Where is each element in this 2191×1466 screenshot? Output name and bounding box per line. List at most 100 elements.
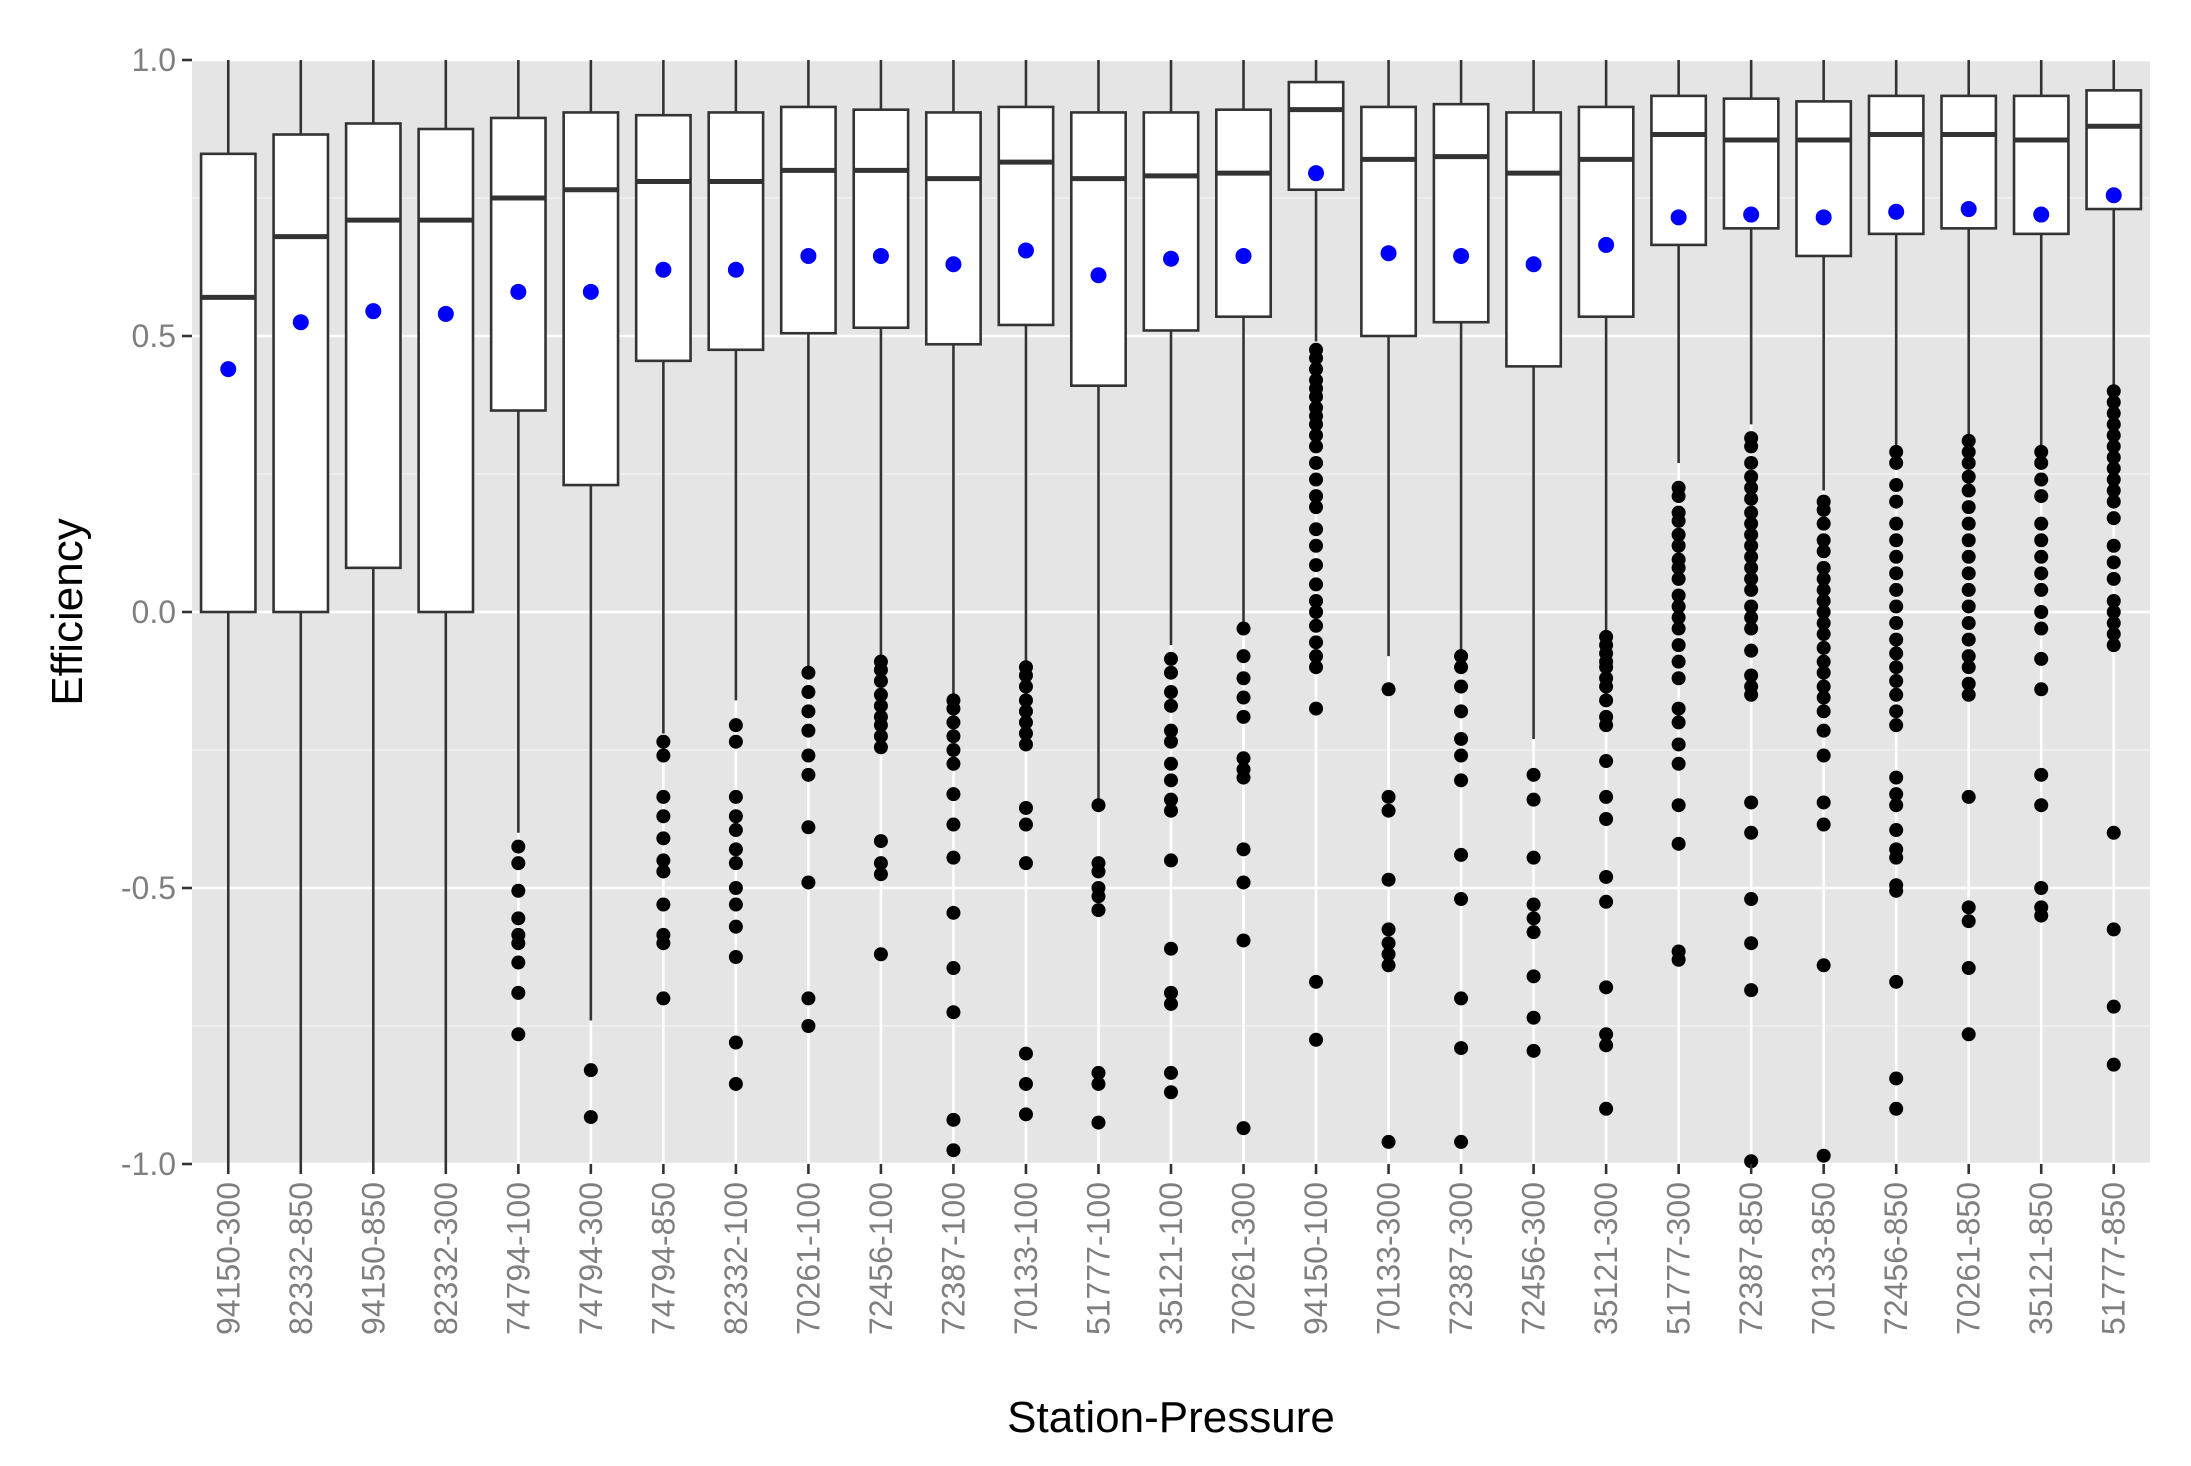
outlier-point	[1889, 704, 1904, 719]
outlier-point	[2106, 494, 2121, 509]
outlier-point	[1671, 715, 1686, 730]
outlier-point	[1816, 502, 1831, 517]
outlier-point	[946, 715, 961, 730]
outlier-point	[1599, 980, 1614, 995]
outlier-point	[511, 839, 526, 854]
outlier-point	[1744, 936, 1759, 951]
outlier-point	[1744, 571, 1759, 586]
mean-point	[1163, 250, 1179, 267]
outlier-point	[728, 897, 743, 912]
outlier-point	[1744, 621, 1759, 636]
outlier-point	[656, 831, 671, 846]
outlier-point	[2034, 582, 2049, 597]
outlier-point	[1599, 718, 1614, 733]
mean-point	[2105, 187, 2122, 204]
outlier-point	[946, 787, 961, 802]
outlier-point	[1381, 789, 1396, 804]
outlier-point	[1889, 632, 1904, 647]
outlier-point	[1671, 560, 1686, 575]
outlier-point	[801, 991, 816, 1006]
outlier-point	[1961, 1027, 1976, 1042]
outlier-point	[1744, 825, 1759, 840]
outlier-point	[511, 1027, 526, 1042]
outlier-point	[1381, 803, 1396, 818]
outlier-point	[1526, 897, 1541, 912]
outlier-point	[1889, 660, 1904, 675]
x-tick-label: 51777-300	[1661, 1182, 1697, 1335]
outlier-point	[511, 856, 526, 871]
outlier-point	[511, 955, 526, 970]
outlier-point	[1744, 491, 1759, 506]
outlier-point	[1671, 527, 1686, 542]
outlier-point	[1889, 974, 1904, 989]
outlier-point	[801, 685, 816, 700]
outlier-point	[1454, 1041, 1469, 1056]
x-tick-label: 72387-850	[1733, 1182, 1769, 1335]
outlier-point	[1889, 787, 1904, 802]
outlier-point	[946, 817, 961, 832]
mean-point	[437, 305, 454, 322]
outlier-point	[1889, 455, 1904, 470]
outlier-point	[1744, 527, 1759, 542]
x-tick-label: 35121-300	[1588, 1182, 1624, 1335]
outlier-point	[2106, 538, 2121, 553]
outlier-point	[656, 897, 671, 912]
outlier-point	[2034, 881, 2049, 895]
outlier-point	[1671, 671, 1686, 686]
outlier-point	[1961, 469, 1976, 484]
outlier-point	[801, 748, 816, 763]
box-72456-100	[852, 60, 910, 962]
outlier-point	[2106, 1057, 2121, 1072]
outlier-point	[1889, 616, 1904, 631]
outlier-point	[1309, 472, 1324, 487]
mean-point	[1090, 267, 1107, 284]
box-82332-850	[272, 60, 330, 1164]
iqr-box	[1142, 111, 1200, 332]
outlier-point	[1961, 789, 1976, 804]
outlier-point	[873, 856, 888, 871]
outlier-point	[1164, 651, 1178, 666]
box-74794-100	[489, 60, 547, 1042]
outlier-point	[1889, 478, 1904, 493]
outlier-point	[1018, 1046, 1033, 1061]
y-tick-label: -1.0	[121, 1146, 176, 1182]
outlier-point	[1889, 718, 1904, 733]
outlier-point	[1671, 756, 1686, 771]
outlier-point	[1744, 480, 1759, 495]
outlier-point	[2106, 605, 2121, 619]
outlier-point	[2106, 417, 2121, 432]
box-72387-300	[1432, 60, 1490, 1149]
outlier-point	[1889, 599, 1904, 614]
outlier-point	[2034, 798, 2049, 813]
outlier-point	[2106, 384, 2121, 399]
iqr-box	[344, 122, 402, 570]
outlier-point	[1454, 649, 1469, 664]
box-series	[199, 60, 2143, 1169]
outlier-point	[1526, 792, 1541, 807]
outlier-point	[1961, 455, 1976, 470]
outlier-point	[2034, 908, 2049, 923]
outlier-point	[511, 936, 526, 951]
outlier-point	[1309, 701, 1324, 716]
outlier-point	[1889, 646, 1904, 661]
iqr-box	[924, 111, 982, 346]
box-51777-300	[1650, 60, 1708, 967]
outlier-point	[728, 842, 743, 857]
iqr-box	[1940, 94, 1998, 230]
outlier-point	[1309, 660, 1324, 675]
outlier-point	[1744, 687, 1759, 702]
outlier-point	[1599, 693, 1614, 708]
outlier-point	[1236, 933, 1251, 948]
outlier-point	[1889, 883, 1904, 898]
box-72456-300	[1505, 60, 1563, 1058]
outlier-point	[1961, 676, 1976, 691]
outlier-point	[728, 1035, 743, 1050]
outlier-point	[2106, 571, 2121, 586]
box-70261-100	[779, 60, 837, 1033]
outlier-point	[1961, 516, 1976, 531]
outlier-point	[1671, 571, 1686, 586]
outlier-point	[1816, 516, 1831, 531]
x-tick-label: 94150-850	[355, 1182, 391, 1335]
outlier-point	[1018, 856, 1033, 871]
outlier-point	[2034, 489, 2049, 504]
